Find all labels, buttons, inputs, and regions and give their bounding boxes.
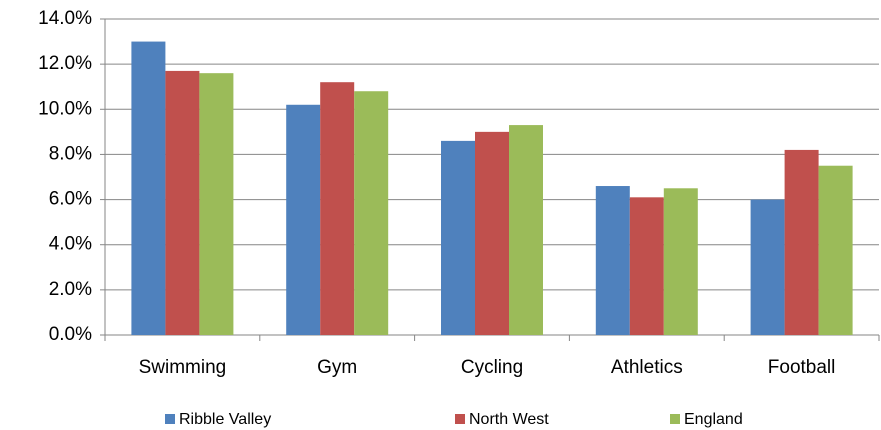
x-tick-label: Cycling xyxy=(461,357,523,378)
y-tick-label: 6.0% xyxy=(49,189,92,210)
x-tick-label: Athletics xyxy=(611,357,683,378)
bar xyxy=(441,140,475,335)
bar xyxy=(750,199,785,335)
legend-swatch xyxy=(165,414,175,424)
y-tick-label: 14.0% xyxy=(38,8,92,29)
legend-label: Ribble Valley xyxy=(179,411,271,428)
legend-swatch xyxy=(455,414,465,424)
y-tick-label: 4.0% xyxy=(49,234,92,255)
x-tick-label: Gym xyxy=(317,357,357,378)
bar xyxy=(663,188,698,335)
bar xyxy=(509,125,543,335)
x-tick-label: Swimming xyxy=(139,357,227,378)
y-tick-label: 2.0% xyxy=(49,279,92,300)
legend-swatch xyxy=(670,414,680,424)
y-tick-label: 0.0% xyxy=(49,324,92,345)
bar xyxy=(320,82,355,335)
bar xyxy=(818,165,853,335)
y-tick-label: 12.0% xyxy=(38,53,92,74)
bar xyxy=(131,41,166,335)
legend-label: North West xyxy=(469,411,549,428)
x-tick-label: Football xyxy=(768,357,836,378)
bar xyxy=(165,70,200,336)
legend-label: England xyxy=(684,411,743,428)
y-tick-label: 8.0% xyxy=(49,143,92,164)
bar xyxy=(784,149,819,335)
bar xyxy=(354,91,389,335)
bar xyxy=(629,197,664,335)
bar xyxy=(475,131,509,335)
y-tick-label: 10.0% xyxy=(38,98,92,119)
bar xyxy=(595,186,630,335)
bar xyxy=(286,104,321,336)
bar xyxy=(199,73,234,336)
